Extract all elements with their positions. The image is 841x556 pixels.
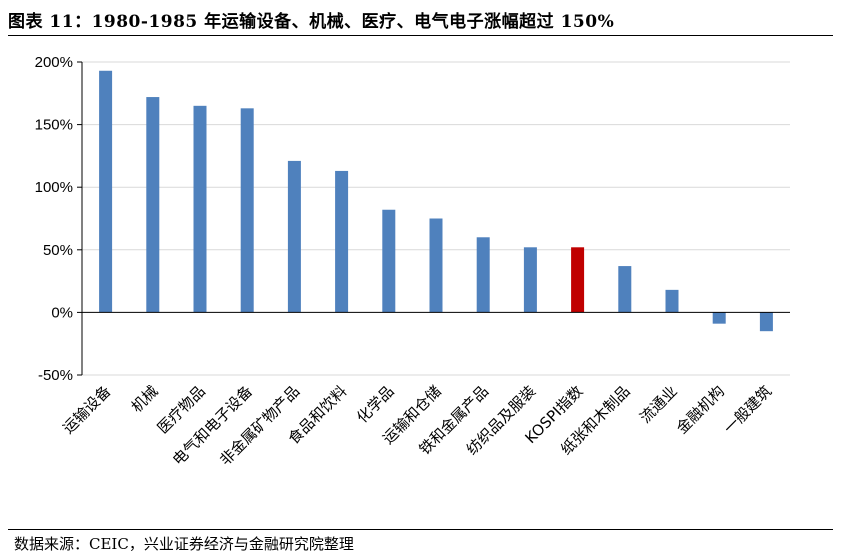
bar-8: [476, 237, 490, 313]
y-axis-ticks: -50% 0% 50% 100% 150% 200%: [35, 54, 82, 384]
bar-5: [335, 170, 349, 313]
bar-7: [429, 218, 443, 313]
x-category-label: 流通业: [636, 382, 681, 427]
bar-12: [665, 289, 679, 313]
x-category-label: 金融机构: [673, 382, 728, 437]
y-tick-label: 150%: [35, 117, 73, 134]
y-tick-label: -50%: [38, 367, 73, 384]
bar-10: [571, 247, 585, 313]
bar-6: [382, 209, 396, 313]
bar-2: [193, 105, 207, 313]
y-tick-label: 0%: [51, 304, 73, 321]
bar-14: [759, 312, 773, 332]
y-tick-label: 50%: [43, 242, 73, 259]
x-category-label: 运输设备: [59, 382, 114, 437]
bar-9: [523, 247, 537, 313]
axes: [81, 62, 790, 375]
figure-title: 图表 11：1980-1985 年运输设备、机械、医疗、电气电子涨幅超过 150…: [8, 12, 615, 32]
source-note: 数据来源：CEIC，兴业证券经济与金融研究院整理: [14, 535, 354, 553]
bar-11: [618, 266, 632, 313]
x-category-label: 化学品: [353, 382, 398, 427]
y-tick-label: 100%: [35, 179, 73, 196]
y-tick-label: 200%: [35, 54, 73, 71]
x-category-label: 机械: [128, 382, 162, 416]
bar-3: [240, 108, 254, 313]
title-rule: [8, 35, 833, 36]
bar-0: [99, 70, 113, 313]
source-rule: [8, 529, 833, 530]
bar-13: [712, 312, 726, 324]
bar-1: [146, 97, 160, 313]
bar-4: [287, 160, 301, 313]
bar-chart: -50% 0% 50% 100% 150% 200% 运输设备 机械医疗物品电气和电子设备非…: [35, 54, 790, 469]
bars: [99, 70, 773, 332]
x-category-label: 一般建筑: [720, 382, 775, 437]
